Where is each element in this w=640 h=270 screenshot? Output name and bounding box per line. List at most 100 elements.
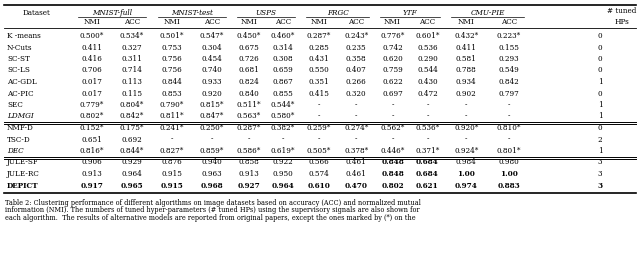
Text: 0.876: 0.876 [162,158,182,167]
Text: ACC: ACC [500,18,517,26]
Text: 0.915: 0.915 [161,170,182,178]
Text: -: - [426,101,429,109]
Text: 0.681: 0.681 [239,66,259,75]
Text: 0.505*: 0.505* [307,147,331,155]
Text: 0.913: 0.913 [239,170,259,178]
Text: 0.858: 0.858 [239,158,259,167]
Text: 0.566: 0.566 [308,158,329,167]
Text: 0.534*: 0.534* [120,32,144,40]
Text: USPS: USPS [255,9,276,17]
Text: 0.382*: 0.382* [271,124,295,132]
Text: 0.804*: 0.804* [120,101,144,109]
Text: 0.308: 0.308 [273,55,293,63]
Text: 0.906: 0.906 [82,158,102,167]
Text: 0.415: 0.415 [308,89,329,97]
Text: -: - [317,136,320,143]
Text: 0.450*: 0.450* [237,32,261,40]
Text: DEPICT: DEPICT [7,181,38,190]
Text: 0: 0 [598,124,602,132]
Text: 0.562*: 0.562* [380,124,404,132]
Text: 0.929: 0.929 [122,158,142,167]
Text: 0.500*: 0.500* [80,32,104,40]
Text: NMI: NMI [384,18,401,26]
Text: 0.351: 0.351 [308,78,329,86]
Text: NMI: NMI [164,18,180,26]
Text: 0.544*: 0.544* [271,101,295,109]
Text: 0.801*: 0.801* [497,147,521,155]
Text: 0.274*: 0.274* [344,124,369,132]
Text: 0.934: 0.934 [456,78,477,86]
Text: -: - [426,113,429,120]
Text: 0.155: 0.155 [499,43,519,52]
Text: 0.580*: 0.580* [271,113,295,120]
Text: 1: 1 [598,147,602,155]
Text: 0.802*: 0.802* [80,113,104,120]
Text: JULE-RC: JULE-RC [7,170,40,178]
Text: 0.842: 0.842 [499,78,519,86]
Text: 0.816*: 0.816* [80,147,104,155]
Text: 0.811*: 0.811* [160,113,184,120]
Text: MNIST-test: MNIST-test [171,9,213,17]
Text: 0.779*: 0.779* [80,101,104,109]
Text: 0.407: 0.407 [346,66,367,75]
Text: 0.610: 0.610 [307,181,330,190]
Text: -: - [391,101,394,109]
Text: -: - [508,101,510,109]
Text: 0.848: 0.848 [381,170,404,178]
Text: 0.859*: 0.859* [200,147,224,155]
Text: MNIST-full: MNIST-full [92,9,132,17]
Text: 0.259*: 0.259* [307,124,331,132]
Text: CMU-PIE: CMU-PIE [470,9,505,17]
Text: 0: 0 [598,66,602,75]
Text: 0: 0 [598,89,602,97]
Text: LDMGI: LDMGI [7,113,34,120]
Text: 0.621: 0.621 [416,181,439,190]
Text: 1.00: 1.00 [500,170,518,178]
Text: 0.776*: 0.776* [380,32,404,40]
Text: -: - [211,136,213,143]
Text: 0.017: 0.017 [81,78,102,86]
Text: 3: 3 [598,170,602,178]
Text: 0.235: 0.235 [346,43,367,52]
Text: 0.501*: 0.501* [160,32,184,40]
Text: 0.314: 0.314 [273,43,293,52]
Text: 0.411: 0.411 [81,43,102,52]
Text: 0.842*: 0.842* [120,113,144,120]
Text: 0.742: 0.742 [382,43,403,52]
Text: -: - [317,101,320,109]
Text: 0.968: 0.968 [201,181,223,190]
Text: NMI: NMI [84,18,100,26]
Text: 0.726: 0.726 [239,55,259,63]
Text: N-Cuts: N-Cuts [7,43,33,52]
Text: 0.840: 0.840 [239,89,259,97]
Text: 0: 0 [598,32,602,40]
Text: 0.706: 0.706 [82,66,102,75]
Text: 0.759: 0.759 [382,66,403,75]
Text: 0.924*: 0.924* [454,147,479,155]
Text: 0.964: 0.964 [122,170,142,178]
Text: 0.223*: 0.223* [497,32,521,40]
Text: FRGC: FRGC [326,9,348,17]
Text: SC-ST: SC-ST [7,55,30,63]
Text: 0.017: 0.017 [81,89,102,97]
Text: ACC: ACC [348,18,364,26]
Text: TSC-D: TSC-D [7,136,31,143]
Text: 1: 1 [598,101,602,109]
Text: 0.753: 0.753 [162,43,182,52]
Text: 0.241*: 0.241* [160,124,184,132]
Text: AC-GDL: AC-GDL [7,78,36,86]
Text: 0.913: 0.913 [82,170,102,178]
Text: 0.586*: 0.586* [237,147,261,155]
Text: 0.827*: 0.827* [160,147,184,155]
Text: 0.411: 0.411 [456,43,477,52]
Text: 0.933: 0.933 [202,78,222,86]
Text: SEC: SEC [7,101,23,109]
Text: 0.740: 0.740 [202,66,222,75]
Text: 0.684: 0.684 [416,170,439,178]
Text: 0.287*: 0.287* [237,124,261,132]
Text: 0: 0 [598,55,602,63]
Text: YTF: YTF [403,9,417,17]
Text: 0.788: 0.788 [456,66,477,75]
Text: ACC: ACC [419,18,436,26]
Text: -: - [282,136,284,143]
